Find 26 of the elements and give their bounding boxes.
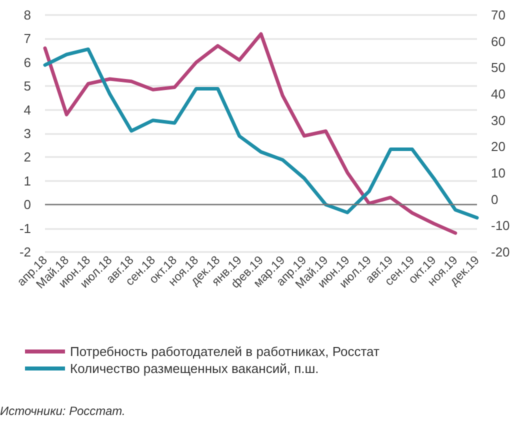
y2-tick-label: 60 — [491, 34, 506, 49]
y-tick-label: 4 — [24, 102, 31, 118]
line-series — [43, 32, 458, 235]
y-tick-label: 0 — [24, 197, 31, 212]
y2-tick-label: 30 — [491, 112, 506, 128]
y-tick-label: 5 — [24, 78, 31, 94]
y-tick-label: 7 — [24, 31, 31, 46]
legend-label: Потребность работодателей в работниках, Росстат — [70, 344, 380, 359]
y2-tick-label: 40 — [491, 86, 506, 102]
y2-tick-label: 50 — [491, 60, 506, 76]
y2-tick-label: 20 — [491, 139, 506, 154]
y2-tick-label: 0 — [491, 192, 498, 207]
y-tick-label: 8 — [24, 8, 31, 22]
legend-label: Количество размещенных вакансий, п.ш. — [70, 361, 319, 376]
text: Источники: Росстат. — [0, 404, 126, 418]
y-tick-label: 6 — [24, 54, 31, 70]
y-tick-label: 3 — [24, 126, 31, 141]
y2-tick-label: -10 — [491, 218, 510, 234]
y-tick-label: -2 — [19, 244, 31, 260]
y2-tick-label: 70 — [491, 8, 506, 22]
y2-tick-label: -20 — [491, 244, 510, 260]
y2-tick-label: 10 — [491, 166, 506, 180]
line-series — [43, 47, 479, 220]
y-tick-label: 2 — [24, 150, 31, 165]
y-tick-label: -1 — [19, 220, 31, 236]
y-tick-label: 1 — [24, 173, 31, 188]
